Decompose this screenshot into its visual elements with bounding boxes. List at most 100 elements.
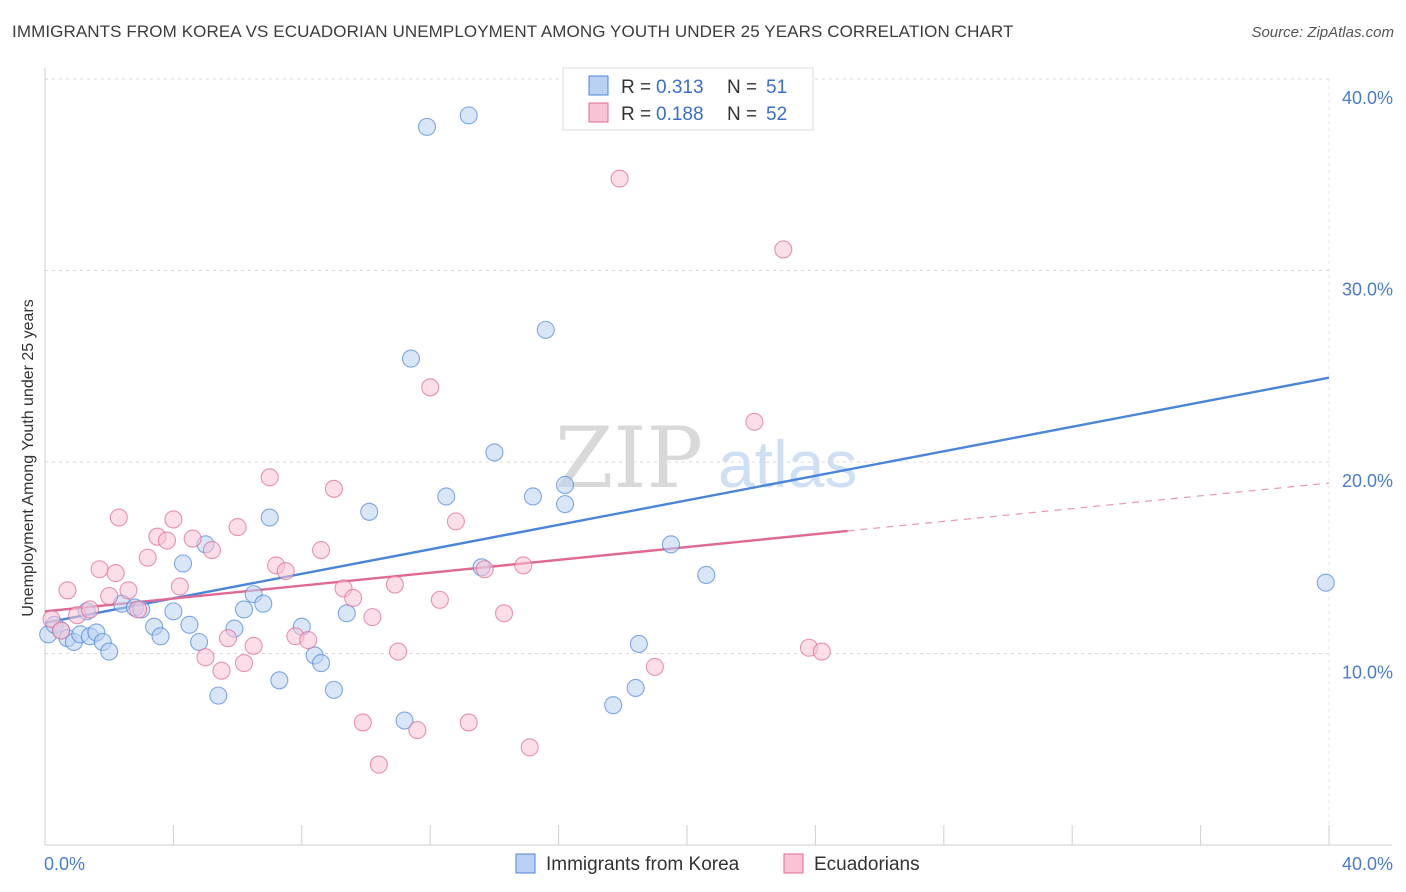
point-ecuadorians-8 [109, 508, 128, 527]
point-ecuadorians-17 [196, 648, 215, 667]
point-ecuadorians-15 [170, 577, 189, 596]
point-korea-51 [1316, 573, 1335, 592]
watermark-atlas: atlas [718, 427, 857, 501]
point-ecuadorians-23 [244, 636, 263, 655]
x-tick-label-1: 40.0% [1342, 854, 1393, 874]
bottom-legend: Immigrants from Korea Ecuadorians [515, 853, 920, 875]
trend-line-korea [44, 376, 1330, 625]
point-ecuadorians-37 [389, 642, 408, 661]
x-tick-labels: 0.0% 40.0% [44, 854, 1393, 874]
point-korea-44 [555, 475, 575, 495]
bottom-legend-label-ecuadorians: Ecuadorians [814, 854, 920, 875]
point-ecuadorians-39 [421, 378, 440, 397]
point-korea-50 [697, 565, 716, 585]
watermark: ZIP atlas [555, 409, 857, 507]
point-korea-49 [661, 535, 681, 554]
grid-lines [45, 78, 1330, 845]
y-tick-label-2: 30.0% [1342, 280, 1393, 300]
point-korea-32 [337, 604, 356, 623]
data-points [39, 69, 1335, 774]
point-ecuadorians-22 [234, 654, 254, 673]
point-ecuadorians-35 [369, 755, 388, 774]
point-korea-17 [173, 554, 193, 573]
source-credit: Source: ZipAtlas.com [1251, 24, 1394, 41]
point-korea-18 [180, 615, 199, 634]
point-korea-16 [164, 602, 183, 621]
legend-swatch-ecuadorians [588, 102, 609, 123]
point-ecuadorians-38 [408, 721, 427, 740]
point-ecuadorians-14 [164, 510, 183, 529]
point-ecuadorians-52 [812, 642, 831, 661]
point-korea-23 [234, 600, 254, 619]
point-korea-37 [437, 487, 456, 506]
point-korea-25 [254, 594, 273, 613]
y-tick-label-0: 10.0% [1342, 663, 1393, 683]
legend-n-value-ecuadorians: 52 [766, 104, 787, 125]
y-tick-labels: 10.0% 20.0% 30.0% 40.0% [1342, 88, 1393, 683]
point-ecuadorians-48 [645, 657, 664, 676]
point-ecuadorians-43 [475, 560, 494, 579]
point-korea-38 [459, 106, 478, 125]
point-korea-26 [260, 508, 279, 527]
legend-n-label-korea: N = [727, 77, 757, 98]
point-ecuadorians-5 [90, 560, 109, 579]
point-ecuadorians-40 [430, 590, 449, 609]
point-ecuadorians-2 [58, 581, 77, 600]
legend-n-value-korea: 51 [766, 77, 787, 98]
point-ecuadorians-10 [129, 600, 148, 619]
point-ecuadorians-11 [138, 548, 157, 567]
point-ecuadorians-41 [446, 512, 465, 531]
point-ecuadorians-16 [183, 529, 202, 548]
point-ecuadorians-44 [494, 604, 514, 623]
point-ecuadorians-18 [202, 541, 221, 560]
point-ecuadorians-13 [157, 531, 177, 550]
point-ecuadorians-9 [119, 581, 138, 600]
axes [44, 68, 1392, 846]
point-korea-33 [360, 502, 379, 521]
bottom-legend-label-korea: Immigrants from Korea [546, 854, 740, 875]
point-ecuadorians-7 [106, 564, 125, 583]
x-tick-label-0: 0.0% [44, 854, 85, 874]
point-ecuadorians-19 [212, 661, 231, 680]
point-korea-10 [100, 642, 119, 661]
point-ecuadorians-49 [745, 412, 764, 431]
point-korea-40 [485, 443, 504, 462]
point-ecuadorians-33 [353, 713, 372, 732]
point-korea-36 [417, 117, 437, 136]
point-ecuadorians-28 [299, 631, 318, 650]
trend-line-ecuadorians [44, 529, 848, 613]
point-korea-31 [324, 680, 343, 699]
legend-r-value-ecuadorians: 0.188 [656, 104, 704, 125]
trend-lines [44, 376, 1330, 625]
point-korea-47 [626, 678, 645, 698]
point-ecuadorians-34 [363, 608, 382, 627]
y-tick-label-3: 40.0% [1342, 88, 1393, 108]
point-ecuadorians-36 [385, 575, 404, 594]
point-ecuadorians-4 [80, 600, 99, 619]
point-korea-30 [312, 654, 331, 673]
legend: R = 0.313 N = 51 R = 0.188 N = 52 [562, 67, 814, 131]
point-ecuadorians-45 [514, 556, 533, 575]
point-ecuadorians-24 [260, 468, 279, 487]
point-ecuadorians-47 [610, 169, 629, 188]
point-ecuadorians-32 [344, 588, 363, 608]
point-ecuadorians-50 [774, 240, 793, 259]
point-ecuadorians-30 [324, 479, 343, 498]
point-korea-19 [190, 632, 209, 652]
y-tick-label-1: 20.0% [1342, 471, 1393, 491]
bottom-legend-swatch-ecuadorians [783, 853, 804, 874]
point-korea-27 [270, 671, 289, 690]
point-korea-42 [536, 320, 555, 339]
y-axis-label: Unemployment Among Youth under 25 years [20, 299, 37, 617]
point-ecuadorians-29 [312, 541, 331, 560]
chart-title: IMMIGRANTS FROM KOREA VS ECUADORIAN UNEM… [12, 22, 1014, 41]
point-ecuadorians-6 [100, 586, 119, 606]
bottom-legend-swatch-korea [515, 853, 536, 874]
legend-r-label-korea: R = [621, 77, 651, 98]
point-korea-46 [629, 634, 648, 653]
point-korea-21 [209, 686, 228, 705]
point-ecuadorians-20 [218, 629, 238, 648]
point-ecuadorians-1 [51, 621, 71, 640]
legend-r-value-korea: 0.313 [656, 77, 704, 98]
